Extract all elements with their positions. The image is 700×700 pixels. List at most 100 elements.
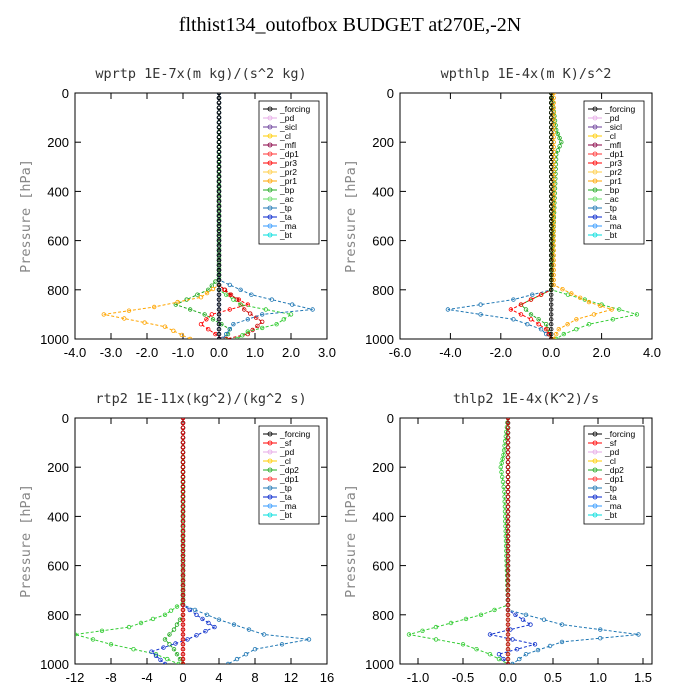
series-point <box>131 647 136 652</box>
series-point <box>216 277 222 283</box>
series-point <box>149 649 154 654</box>
series-point <box>549 322 554 327</box>
series-point <box>549 218 554 224</box>
legend-entry: _mfl <box>604 140 621 150</box>
series-point <box>108 642 114 647</box>
legend-marker <box>267 503 273 509</box>
series-point <box>505 425 511 430</box>
series-point <box>505 465 511 470</box>
y-tick-label: 0 <box>62 411 69 426</box>
legend: _forcing_pd_sicl_cl_mfl_dp1_pr3_pr2_pr1_… <box>583 100 645 245</box>
series-point <box>188 336 193 339</box>
series-point <box>216 154 222 160</box>
series-point <box>559 639 565 645</box>
x-tick-label: 0.0 <box>499 670 517 685</box>
series-point <box>433 624 439 630</box>
series-point <box>551 194 556 199</box>
series-point <box>557 144 562 149</box>
series-point <box>227 307 232 312</box>
series-point <box>216 282 222 288</box>
series-point <box>180 533 186 539</box>
panel-title: rtp2 1E-11x(kg^2)/(kg^2 s) <box>95 391 306 407</box>
legend-entry: _tp <box>279 483 292 493</box>
legend-marker <box>267 494 273 500</box>
series-point <box>508 307 514 312</box>
series-point <box>503 529 508 534</box>
legend-entry: _bt <box>279 510 292 520</box>
series-point <box>216 208 222 214</box>
series-point <box>216 135 222 140</box>
legend-entry: _sicl <box>604 122 622 132</box>
series-point <box>216 159 222 165</box>
series-point <box>260 312 265 317</box>
series-point <box>528 312 534 317</box>
panel-title: thlp2 1E-4x(K^2)/s <box>453 391 599 407</box>
legend-entry: _dp2 <box>604 465 624 475</box>
series-point <box>180 450 186 455</box>
series-point <box>180 637 186 642</box>
series-point <box>549 223 554 228</box>
series-point <box>520 617 526 622</box>
series-point <box>549 336 554 339</box>
series-point <box>505 588 511 593</box>
series-point <box>478 312 483 317</box>
series-point <box>502 509 508 514</box>
series-point <box>180 627 186 632</box>
series-point <box>551 282 556 288</box>
series-point <box>551 93 556 96</box>
legend-entry: _dp1 <box>604 149 624 159</box>
series-point <box>541 617 547 622</box>
series-point <box>216 223 222 228</box>
series-point <box>551 253 556 258</box>
legend-entry: _cl <box>604 131 616 141</box>
series-point <box>180 489 186 494</box>
series-point <box>505 612 511 617</box>
legend-marker <box>267 124 273 130</box>
legend-marker <box>267 458 273 464</box>
series-point <box>180 435 186 440</box>
series-point <box>555 131 561 137</box>
series-point <box>192 607 198 613</box>
panel-title: wprtp 1E-7x(m kg)/(s^2 kg) <box>95 66 306 82</box>
series-point <box>216 120 222 125</box>
series-point <box>554 152 559 157</box>
series-point <box>549 139 554 145</box>
series-point <box>505 607 511 613</box>
series-point <box>544 322 549 327</box>
legend-entry: _pr3 <box>279 158 297 168</box>
series-point <box>250 327 255 333</box>
y-tick-label: 200 <box>372 460 394 475</box>
series-point <box>195 292 200 297</box>
series-point <box>216 248 222 253</box>
y-axis-label: Pressure [hPa] <box>18 159 34 273</box>
series-point <box>210 286 216 292</box>
series-point <box>505 450 511 455</box>
series-point <box>505 504 511 509</box>
series-point <box>578 295 583 300</box>
series-point <box>180 494 186 499</box>
series-point <box>168 608 174 613</box>
series-point <box>204 317 209 322</box>
legend-entry: _dp1 <box>279 149 299 159</box>
series-point <box>554 331 559 337</box>
x-tick-label: 3.0 <box>318 345 336 360</box>
series-point <box>549 194 554 199</box>
series-point <box>180 514 186 519</box>
series-point <box>167 632 172 637</box>
series-point <box>213 279 218 284</box>
legend-entry: _forcing <box>279 104 311 114</box>
series-point <box>281 317 286 322</box>
series-point <box>223 331 229 337</box>
series-point <box>162 324 168 329</box>
series-point <box>269 297 274 302</box>
series-point <box>216 198 222 204</box>
legend-marker <box>267 232 273 238</box>
panel-title: wpthlp 1E-4x(m K)/s^2 <box>441 66 612 82</box>
series-point <box>505 455 511 460</box>
series-point <box>574 327 579 332</box>
series-point <box>551 233 556 238</box>
chart-panel-4: thlp2 1E-4x(K^2)/s Pressure [hPa] 0 200 400 6… <box>343 391 653 685</box>
legend-entry: _cl <box>279 131 291 141</box>
series-point <box>216 336 222 339</box>
series-point <box>167 642 172 647</box>
